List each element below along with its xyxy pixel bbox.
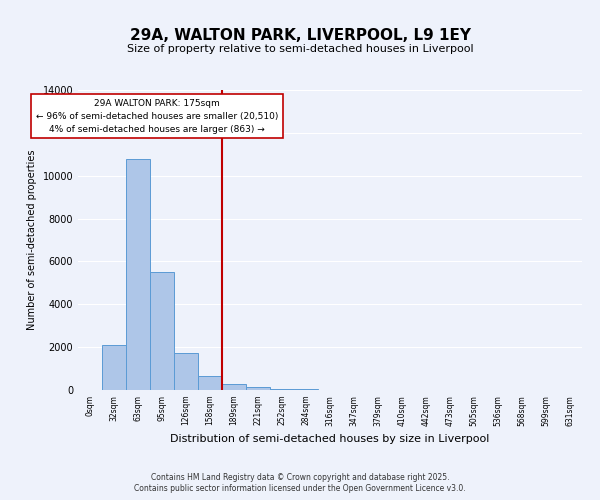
Text: Contains HM Land Registry data © Crown copyright and database right 2025.: Contains HM Land Registry data © Crown c… [151,472,449,482]
Text: 29A, WALTON PARK, LIVERPOOL, L9 1EY: 29A, WALTON PARK, LIVERPOOL, L9 1EY [130,28,470,42]
Bar [198,376,222,390]
Bar [150,272,174,390]
Text: Contains public sector information licensed under the Open Government Licence v3: Contains public sector information licen… [134,484,466,493]
Bar [222,384,246,390]
Y-axis label: Number of semi-detached properties: Number of semi-detached properties [27,150,37,330]
Text: 29A WALTON PARK: 175sqm
← 96% of semi-detached houses are smaller (20,510)
4% of: 29A WALTON PARK: 175sqm ← 96% of semi-de… [36,98,278,134]
Bar [126,158,150,390]
Bar [174,352,198,390]
Bar [270,388,294,390]
Text: Size of property relative to semi-detached houses in Liverpool: Size of property relative to semi-detach… [127,44,473,54]
Bar [102,345,126,390]
X-axis label: Distribution of semi-detached houses by size in Liverpool: Distribution of semi-detached houses by … [170,434,490,444]
Bar [246,387,270,390]
